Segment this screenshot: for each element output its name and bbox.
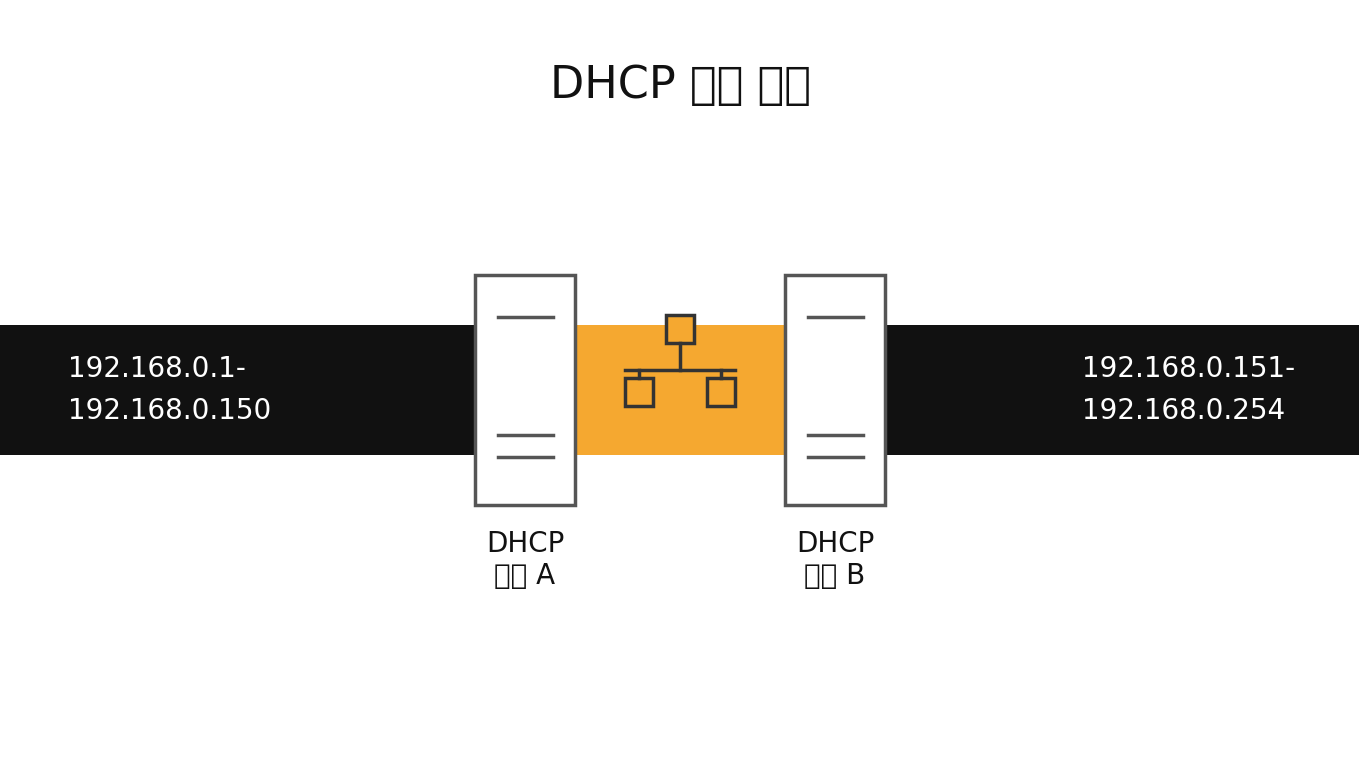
- Text: DHCP 분할 범위: DHCP 분할 범위: [549, 63, 810, 106]
- Bar: [30, 325, 310, 455]
- Bar: [786, 325, 1359, 455]
- Bar: [575, 325, 786, 455]
- Text: DHCP: DHCP: [796, 530, 874, 558]
- Text: DHCP: DHCP: [485, 530, 564, 558]
- Bar: [786, 275, 885, 505]
- Bar: [666, 315, 694, 343]
- Bar: [476, 275, 575, 505]
- Text: 192.168.0.1-
192.168.0.150: 192.168.0.1- 192.168.0.150: [68, 355, 272, 424]
- Text: 서버 A: 서버 A: [495, 562, 556, 590]
- Bar: [1049, 325, 1329, 455]
- Text: 192.168.0.151-
192.168.0.254: 192.168.0.151- 192.168.0.254: [1082, 355, 1295, 424]
- Bar: [625, 378, 654, 406]
- Text: 서버 B: 서버 B: [805, 562, 866, 590]
- Bar: [707, 378, 735, 406]
- Bar: [0, 325, 575, 455]
